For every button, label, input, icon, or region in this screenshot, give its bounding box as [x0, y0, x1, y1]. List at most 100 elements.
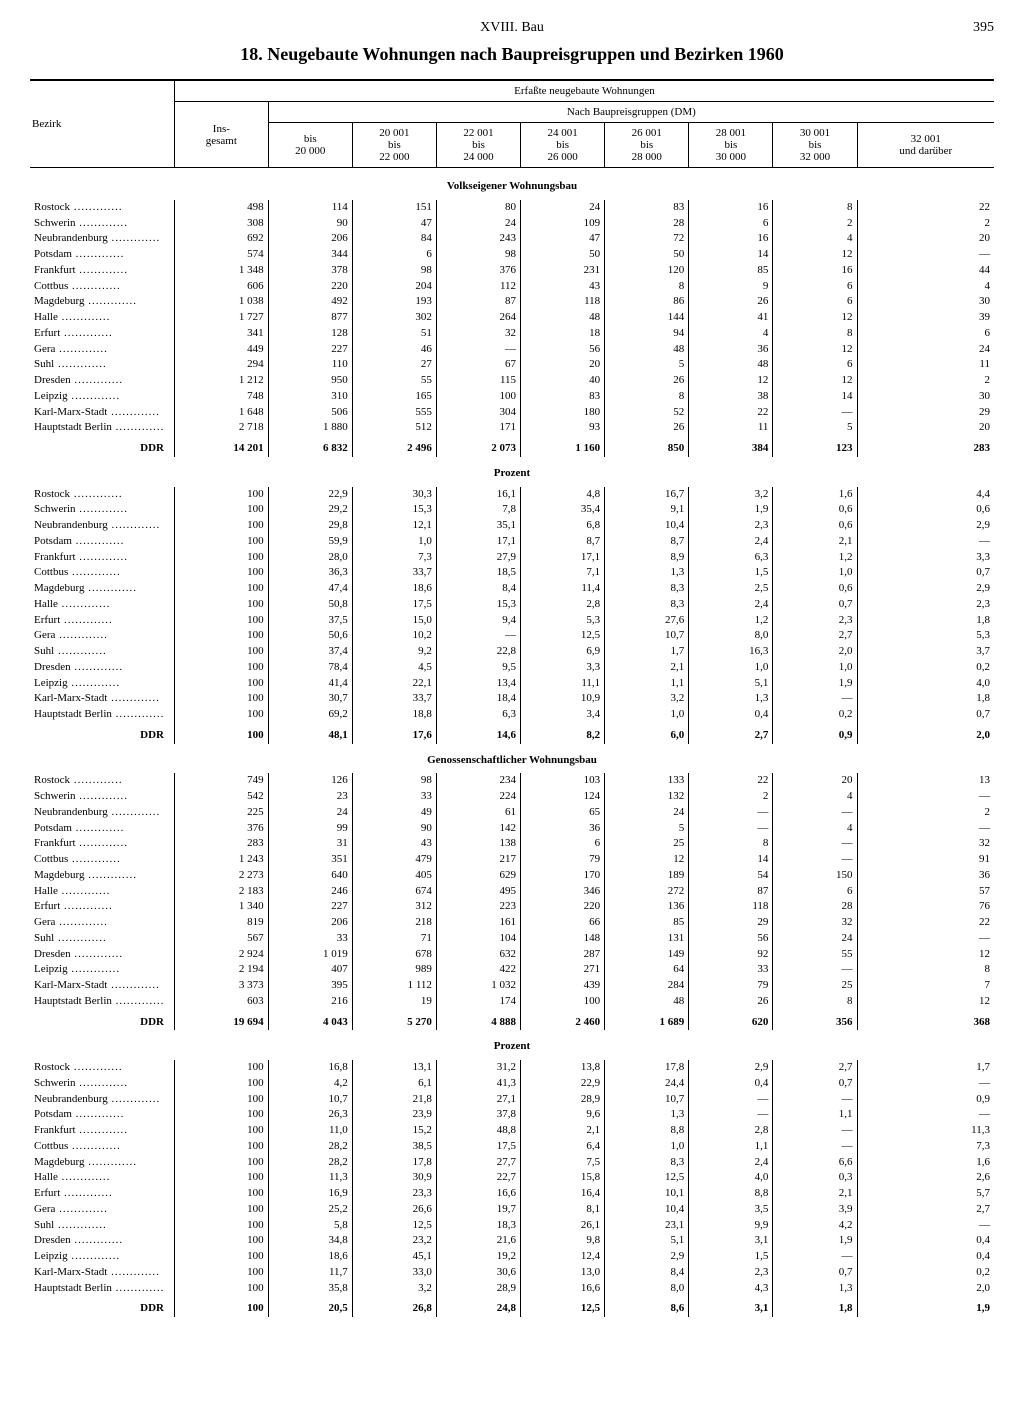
- table-cell: 78,4: [268, 660, 352, 676]
- table-cell: 3,5: [689, 1202, 773, 1218]
- table-cell: 8,0: [689, 628, 773, 644]
- table-cell: —: [773, 691, 857, 707]
- table-cell: 1,2: [689, 613, 773, 629]
- row-label: Karl-Marx-Stadt: [30, 405, 175, 421]
- row-label: Erfurt: [30, 1186, 175, 1202]
- table-cell: 1,1: [773, 1107, 857, 1123]
- table-cell: 308: [175, 216, 269, 232]
- row-label: Rostock: [30, 200, 175, 216]
- table-cell: —: [857, 247, 994, 263]
- table-cell: 283: [857, 436, 994, 457]
- page-number: 395: [934, 20, 994, 36]
- table-cell: 22: [857, 915, 994, 931]
- total-label: DDR: [30, 723, 175, 744]
- table-cell: 1 727: [175, 310, 269, 326]
- table-cell: 8,1: [521, 1202, 605, 1218]
- table-cell: 92: [689, 947, 773, 963]
- table-cell: 2: [857, 373, 994, 389]
- table-cell: 243: [436, 231, 520, 247]
- table-row: Schwerin30890472410928622: [30, 216, 994, 232]
- table-head: Bezirk Erfaßte neugebaute Wohnungen Ins-…: [30, 80, 994, 170]
- total-row: DDR10048,117,614,68,26,02,70,92,0: [30, 723, 994, 744]
- col-price-group: 20 001 bis 22 000: [352, 123, 436, 168]
- table-cell: 20: [857, 231, 994, 247]
- table-row: Schwerin10029,215,37,835,49,11,90,60,6: [30, 502, 994, 518]
- table-cell: 272: [605, 884, 689, 900]
- table-cell: 18,5: [436, 565, 520, 581]
- table-cell: 120: [605, 263, 689, 279]
- table-cell: 36: [521, 821, 605, 837]
- table-cell: 1,9: [773, 676, 857, 692]
- table-cell: 16: [773, 263, 857, 279]
- table-cell: 100: [175, 565, 269, 581]
- table-cell: 28,0: [268, 550, 352, 566]
- table-cell: 1,8: [857, 691, 994, 707]
- table-cell: —: [857, 821, 994, 837]
- table-cell: 224: [436, 789, 520, 805]
- table-cell: 26: [605, 420, 689, 436]
- table-row: Halle1 72787730226448144411239: [30, 310, 994, 326]
- table-cell: 15,8: [521, 1170, 605, 1186]
- table-cell: 14 201: [175, 436, 269, 457]
- table-row: Neubrandenburg10029,812,135,16,810,42,30…: [30, 518, 994, 534]
- row-label: Hauptstadt Berlin: [30, 994, 175, 1010]
- table-cell: 33: [689, 962, 773, 978]
- table-cell: 54: [689, 868, 773, 884]
- table-cell: 26,6: [352, 1202, 436, 1218]
- table-cell: 100: [175, 597, 269, 613]
- table-cell: 26,3: [268, 1107, 352, 1123]
- table-cell: 118: [689, 899, 773, 915]
- table-cell: 2: [857, 805, 994, 821]
- table-cell: 37,5: [268, 613, 352, 629]
- table-cell: 1,0: [605, 707, 689, 723]
- table-cell: 0,4: [857, 1233, 994, 1249]
- row-label: Rostock: [30, 773, 175, 789]
- table-cell: 39: [857, 310, 994, 326]
- table-cell: 9,9: [689, 1218, 773, 1234]
- table-cell: 32: [436, 326, 520, 342]
- table-cell: 100: [175, 1123, 269, 1139]
- table-cell: 24: [773, 931, 857, 947]
- table-cell: 126: [268, 773, 352, 789]
- row-label: Cottbus: [30, 279, 175, 295]
- table-cell: 91: [857, 852, 994, 868]
- table-cell: 6 832: [268, 436, 352, 457]
- page-title: 18. Neugebaute Wohnungen nach Baupreisgr…: [30, 44, 994, 65]
- table-cell: 4,2: [773, 1218, 857, 1234]
- table-cell: 6: [773, 884, 857, 900]
- table-cell: 32: [773, 915, 857, 931]
- table-cell: 449: [175, 342, 269, 358]
- table-cell: 100: [175, 707, 269, 723]
- table-cell: 35,8: [268, 1281, 352, 1297]
- table-cell: 234: [436, 773, 520, 789]
- table-cell: 136: [605, 899, 689, 915]
- table-cell: 3,2: [689, 487, 773, 503]
- table-cell: 344: [268, 247, 352, 263]
- table-cell: 138: [436, 836, 520, 852]
- table-cell: 8,3: [605, 1155, 689, 1171]
- row-label: Hauptstadt Berlin: [30, 1281, 175, 1297]
- table-cell: 748: [175, 389, 269, 405]
- table-cell: 174: [436, 994, 520, 1010]
- table-cell: 30,9: [352, 1170, 436, 1186]
- table-cell: 2 718: [175, 420, 269, 436]
- table-cell: 99: [268, 821, 352, 837]
- data-table: Bezirk Erfaßte neugebaute Wohnungen Ins-…: [30, 79, 994, 1317]
- table-cell: 271: [521, 962, 605, 978]
- table-cell: 41,4: [268, 676, 352, 692]
- table-cell: 8: [773, 326, 857, 342]
- table-cell: 220: [521, 899, 605, 915]
- table-cell: 132: [605, 789, 689, 805]
- table-cell: 112: [436, 279, 520, 295]
- table-cell: 100: [175, 487, 269, 503]
- col-price-group: 26 001 bis 28 000: [605, 123, 689, 168]
- table-cell: 15,0: [352, 613, 436, 629]
- table-cell: 12: [773, 247, 857, 263]
- row-label: Halle: [30, 310, 175, 326]
- table-cell: 18,6: [268, 1249, 352, 1265]
- table-cell: 2,1: [773, 534, 857, 550]
- table-cell: 2 496: [352, 436, 436, 457]
- table-cell: 20,5: [268, 1296, 352, 1317]
- table-cell: 56: [521, 342, 605, 358]
- table-cell: 231: [521, 263, 605, 279]
